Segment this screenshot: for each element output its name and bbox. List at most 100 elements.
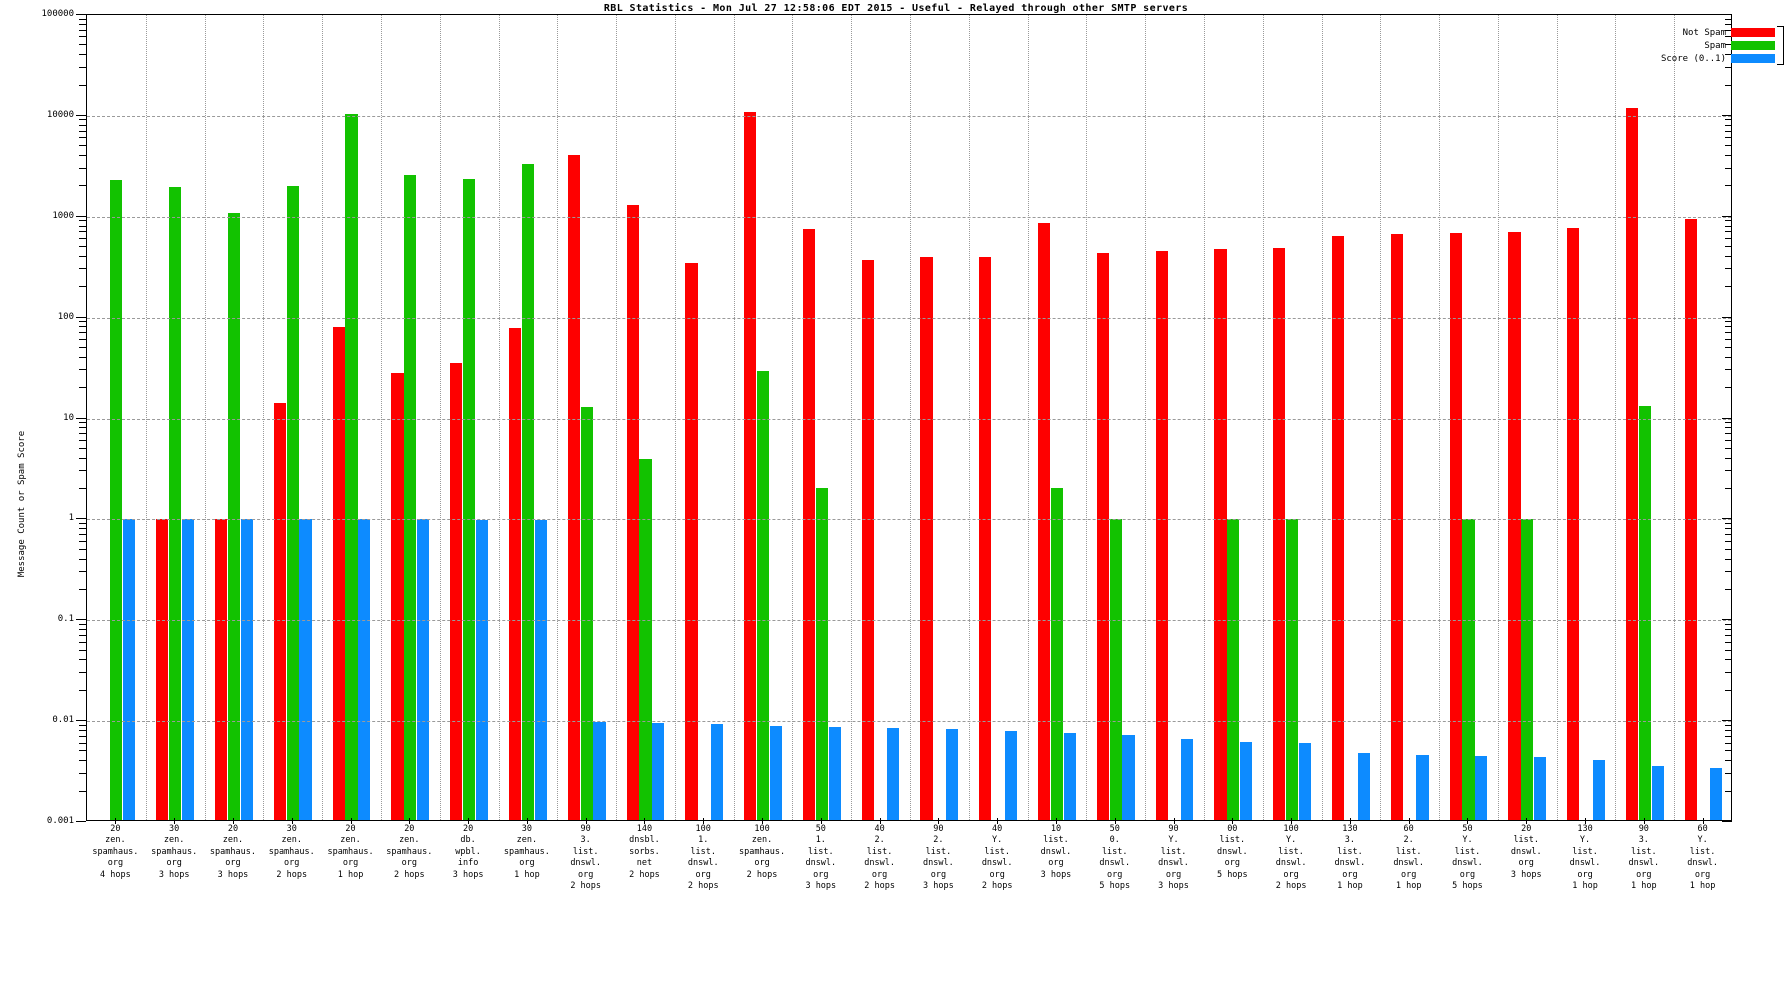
bar-score: [1416, 755, 1429, 820]
bar-notspam: [1038, 223, 1051, 820]
bar-group: [1684, 15, 1723, 820]
bar-notspam: [802, 229, 816, 820]
grid-line-vertical: [1497, 15, 1499, 820]
y-axis-minor-tick-right: [1725, 238, 1732, 240]
bar-score: [593, 722, 606, 820]
legend-swatch: [1731, 28, 1775, 37]
y-axis-minor-tick: [79, 634, 86, 636]
x-axis-tick-label: 30 zen. spamhaus. org 2 hops: [268, 824, 315, 880]
bar-notspam: [744, 111, 757, 820]
y-axis-minor-tick: [79, 246, 86, 248]
bar-score: [358, 518, 371, 820]
y-axis-tick-label: 0.1: [57, 614, 74, 625]
bar-group: [1096, 15, 1135, 820]
y-axis-minor-tick-right: [1725, 167, 1732, 169]
grid-line-vertical: [1556, 15, 1558, 820]
y-axis-minor-tick-right: [1725, 321, 1732, 323]
bar-score: [1063, 732, 1076, 820]
x-axis-tick-label: 40 2. list. dnswl. org 2 hops: [864, 824, 895, 892]
y-axis-tick: [76, 821, 86, 822]
x-axis-tick-label: 130 3. list. dnswl. org 1 hop: [1334, 824, 1366, 892]
y-axis-tick: [76, 114, 86, 116]
y-axis-minor-tick: [79, 321, 86, 323]
y-axis-minor-tick-right: [1725, 649, 1732, 651]
y-axis-minor-tick: [79, 387, 86, 389]
y-axis-minor-tick: [79, 735, 86, 737]
x-axis-tick: [762, 818, 764, 824]
bar-score: [1240, 741, 1253, 820]
bar-spam: [345, 113, 358, 820]
y-axis-minor-tick-right: [1725, 729, 1732, 731]
y-axis-minor-tick: [79, 326, 86, 328]
bar-notspam: [1508, 232, 1521, 820]
y-axis-minor-tick: [79, 54, 86, 56]
bar-group: [1331, 15, 1370, 820]
bar-score: [1357, 753, 1370, 820]
y-axis-minor-tick-right: [1725, 145, 1732, 147]
y-axis-minor-tick: [79, 422, 86, 424]
y-axis-minor-tick: [79, 18, 86, 20]
y-axis-minor-tick: [79, 760, 86, 762]
bar-group: [1214, 15, 1253, 820]
y-axis-minor-tick-right: [1725, 629, 1732, 631]
grid-line-vertical: [263, 15, 265, 820]
x-axis-tick: [1173, 818, 1175, 824]
y-axis-minor-tick-right: [1725, 326, 1732, 328]
y-axis-minor-tick-right: [1725, 588, 1732, 590]
y-axis-minor-tick: [79, 36, 86, 38]
y-axis-minor-tick: [79, 346, 86, 348]
x-axis-tick-label: 90 3. list. dnswl. org 1 hop: [1628, 824, 1660, 892]
x-axis-tick: [1114, 818, 1116, 824]
bar-score: [946, 729, 959, 820]
y-axis-minor-tick: [79, 23, 86, 25]
bar-score: [534, 519, 547, 820]
x-axis-tick: [526, 818, 528, 824]
y-axis-minor-tick: [79, 470, 86, 472]
bar-group: [1155, 15, 1194, 820]
x-axis-tick: [350, 818, 352, 824]
bar-spam: [110, 180, 123, 820]
legend-swatch: [1731, 41, 1775, 50]
y-axis-minor-tick: [79, 427, 86, 429]
y-axis-minor-tick-right: [1725, 84, 1732, 86]
y-axis-minor-tick: [79, 724, 86, 726]
bar-spam: [286, 185, 299, 820]
bar-score: [299, 518, 312, 820]
x-axis-tick-label: 60 Y. list. dnswl. org 1 hop: [1687, 824, 1718, 892]
y-axis-minor-tick-right: [1725, 54, 1732, 56]
y-axis-minor-tick-right: [1725, 119, 1732, 121]
y-axis-minor-tick-right: [1725, 641, 1732, 643]
y-axis-minor-tick: [79, 84, 86, 86]
bar-score: [769, 726, 782, 820]
grid-line-vertical: [439, 15, 441, 820]
y-axis-minor-tick-right: [1725, 231, 1732, 233]
y-axis-minor-tick: [79, 220, 86, 222]
x-axis-tick: [1526, 818, 1528, 824]
x-axis-tick: [644, 818, 646, 824]
y-axis-minor-tick-right: [1725, 623, 1732, 625]
y-axis-minor-tick-right: [1725, 339, 1732, 340]
bar-notspam: [1567, 227, 1580, 820]
bar-group: [332, 15, 371, 820]
bar-group: [508, 15, 547, 820]
bar-spam: [169, 186, 182, 820]
y-axis-minor-tick-right: [1725, 742, 1732, 744]
grid-line-horizontal: [87, 721, 1731, 723]
x-axis-tick: [1055, 818, 1057, 824]
x-axis-tick: [997, 818, 999, 824]
bar-group: [156, 15, 195, 820]
y-axis-minor-tick-right: [1725, 558, 1732, 560]
bar-score: [1122, 734, 1135, 820]
bar-notspam: [273, 403, 287, 820]
y-axis-minor-tick-right: [1725, 255, 1732, 257]
bar-score: [710, 724, 724, 820]
y-axis-minor-tick: [79, 488, 86, 489]
x-axis-tick-label: 100 zen. spamhaus. org 2 hops: [739, 824, 786, 880]
legend-bracket-bottom: [1777, 64, 1784, 65]
y-axis-minor-tick-right: [1725, 23, 1732, 25]
y-axis-tick-label: 10: [63, 412, 74, 423]
bar-spam: [756, 371, 770, 820]
bar-notspam: [332, 326, 345, 820]
x-axis-tick: [174, 818, 176, 824]
